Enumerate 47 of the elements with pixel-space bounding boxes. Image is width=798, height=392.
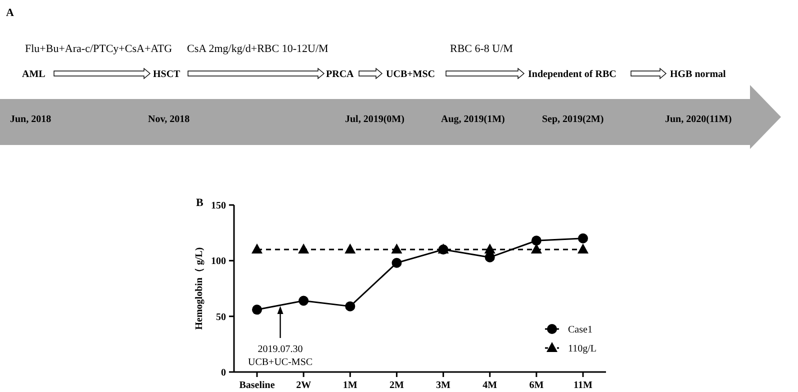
text: HGB normal xyxy=(670,69,726,80)
text: A xyxy=(6,7,14,19)
annotation: 2019.07.30 UCB+UC-MSC xyxy=(248,344,313,368)
text: Aug, 2019(1M) xyxy=(441,114,505,125)
text: CsA 2mg/kg/d+RBC 10-12U/M xyxy=(187,43,328,55)
y-tick-label: 50 xyxy=(216,312,226,323)
point xyxy=(578,244,588,254)
y-axis-title: Hemoglobin（ g/L) xyxy=(194,247,205,330)
legend-label: Case1 xyxy=(568,324,592,336)
point xyxy=(530,244,542,254)
point xyxy=(298,296,309,306)
text: Jun, 2018 xyxy=(10,114,52,125)
text: UCB+MSC xyxy=(386,69,436,80)
point xyxy=(531,236,542,246)
point xyxy=(344,244,356,254)
text: RBC 6-8 U/M xyxy=(450,43,514,55)
text: Jul, 2019(0M) xyxy=(345,114,404,125)
point xyxy=(345,301,356,312)
x-tick-label: Baseline xyxy=(239,380,276,391)
text: HSCT xyxy=(153,69,181,80)
chart-title: B xyxy=(196,197,204,209)
x-tick-label: 2M xyxy=(389,380,404,391)
y-tick-label: 150 xyxy=(211,200,226,212)
text: AML xyxy=(22,69,46,80)
point xyxy=(484,252,495,262)
point xyxy=(578,233,588,244)
y-tick-label: 0 xyxy=(221,368,226,378)
x-tick-label: 6M xyxy=(529,380,544,391)
point xyxy=(252,244,262,254)
text: Jun, 2020(11M) xyxy=(665,114,732,125)
legend-label: 110g/L xyxy=(568,344,597,354)
point xyxy=(391,244,402,254)
point xyxy=(484,244,496,254)
text: Sep, 2019(2M) xyxy=(542,114,604,125)
text: PRCA xyxy=(326,69,355,80)
x-tick-label: 3M xyxy=(436,380,452,391)
point xyxy=(298,244,310,254)
text: Nov, 2018 xyxy=(148,114,190,125)
text: Independent of RBC xyxy=(528,69,616,80)
y-tick-label: 100 xyxy=(211,256,226,268)
x-tick-label: 1M xyxy=(342,380,358,391)
x-tick-label: 4M xyxy=(482,380,498,391)
point xyxy=(252,304,262,315)
x-tick-label: 2W xyxy=(296,380,312,391)
x-tick-label: 11M xyxy=(574,380,594,391)
point xyxy=(392,258,402,268)
text: Flu+Bu+Ara-c/PTCy+CsA+ATG xyxy=(25,43,172,55)
